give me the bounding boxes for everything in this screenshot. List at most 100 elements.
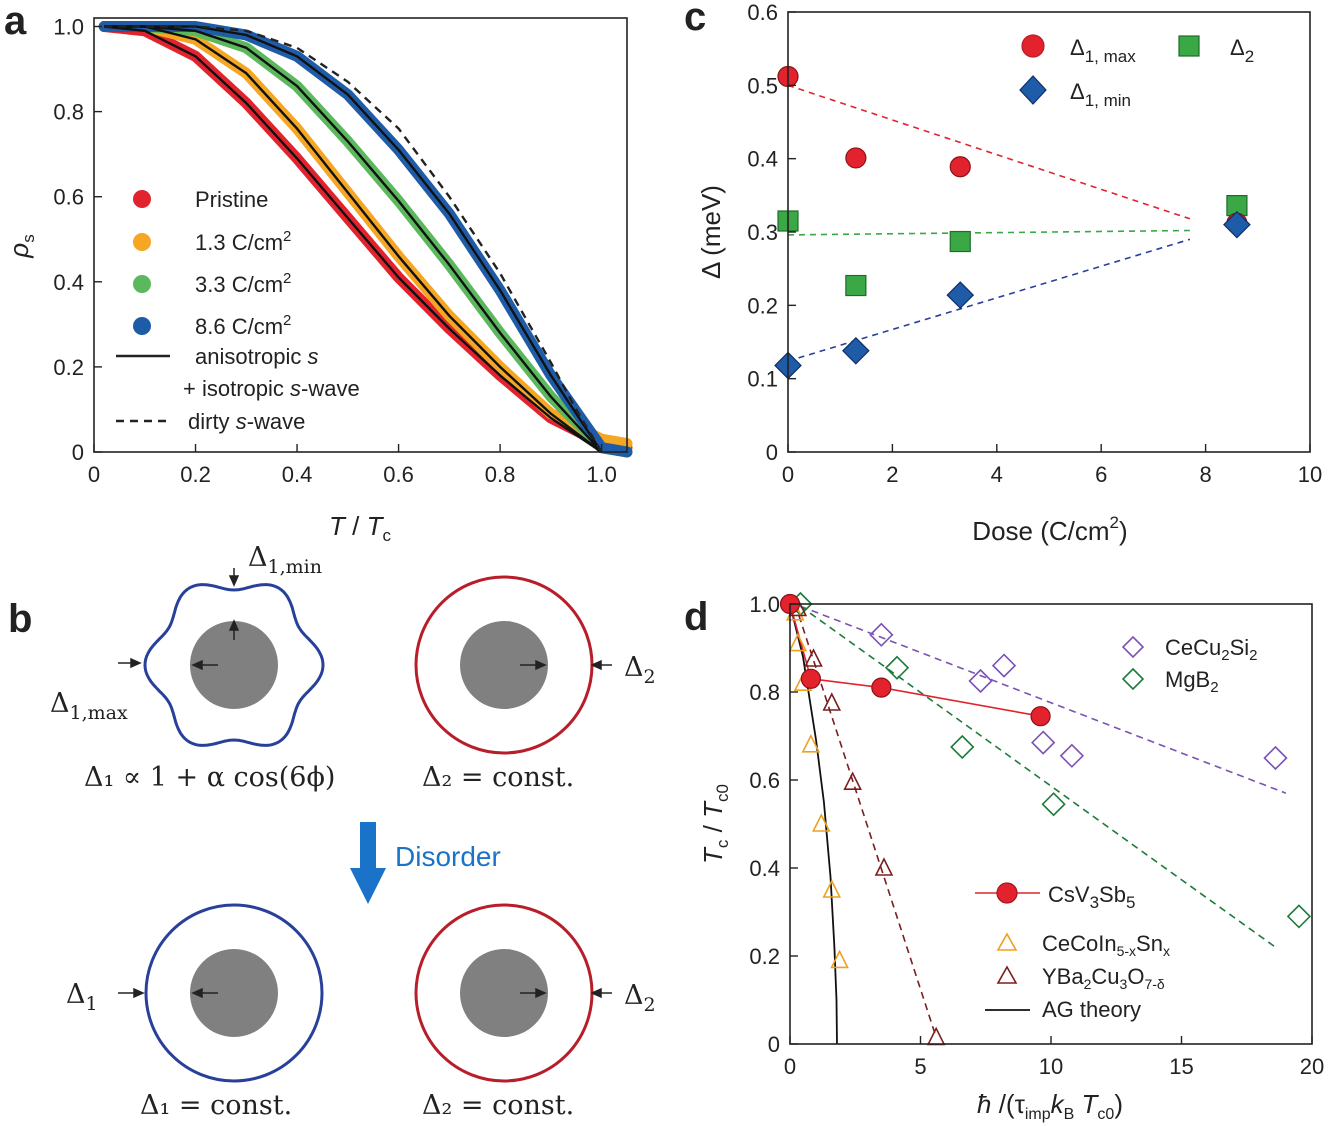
panel-a-ytick-label: 0 (72, 440, 84, 465)
marker-yba2cu3o7- (874, 857, 894, 876)
marker-yba2cu3o7- (926, 1026, 946, 1046)
legend-dirty-label: dirty s-wave (188, 409, 305, 434)
panel-a-ytick-label: 0.6 (53, 185, 84, 210)
panel-d-ytick-label: 0.6 (749, 768, 780, 793)
panel-c-chart: 0 2 4 6 8 10 0 0.1 0.2 0.3 0.4 0.5 0.6 Δ (meV) Dose… (696, 0, 1322, 546)
panel-label-b: b (8, 597, 32, 641)
marker-square (949, 230, 971, 253)
marker-diamond (946, 281, 975, 309)
panel-d-csv3sb5-line (789, 603, 1041, 717)
panel-d-xtick-label: 20 (1300, 1054, 1324, 1079)
arrows-bottom-left (118, 987, 218, 999)
panel-a-xtick-label: 1.0 (586, 462, 617, 487)
legend-mgb2-label: MgB2 (1165, 667, 1219, 696)
guide-line-2 (787, 238, 1191, 362)
panel-c-ytick-label: 0 (766, 440, 778, 465)
panel-c-ytick-label: 0.1 (747, 367, 778, 392)
panel-a-xtick-label: 0 (88, 462, 100, 487)
panel-c-y-ticks: 0 0.1 0.2 0.3 0.4 0.5 0.6 (747, 0, 796, 465)
legend-iso-label: + isotropic s-wave (183, 376, 360, 401)
marker-mgb2 (1286, 904, 1312, 929)
panel-a-xtick-label: 0.2 (180, 462, 211, 487)
marker-cecoin5-xsnx (812, 813, 831, 832)
arrows-bottom-right (520, 987, 612, 999)
legend-ybco-label: YBa2Cu3O7-δ (1042, 964, 1165, 992)
fermi-surface-top-right (460, 621, 548, 709)
fermi-surface-top-left (190, 621, 278, 709)
legend-d2-label: Δ2 (1230, 35, 1254, 66)
legend-1p3-marker (133, 233, 151, 251)
fit-curve-1 (104, 25, 603, 453)
panel-d-ytick-label: 0.8 (749, 680, 780, 705)
legend-mgb2-marker (1121, 667, 1145, 691)
panel-a-chart: 0 0.2 0.4 0.6 0.8 1.0 0 0.2 0.4 0.6 0.8 1.0 ρs T /… (4, 15, 633, 545)
panel-a-xtick-label: 0.8 (485, 462, 516, 487)
guide-line-2 (794, 603, 937, 1038)
label-delta2-bottom: Δ2 (624, 980, 656, 1016)
panel-c-xtick-label: 2 (886, 462, 898, 487)
marker-yba2cu3o7- (804, 648, 823, 667)
panel-c-xtick-label: 8 (1199, 462, 1211, 487)
panel-d-chart: 0 5 10 15 20 0 0.2 0.4 0.6 0.8 1.0 Tc / Tc0 ħ /(τ… (698, 591, 1324, 1123)
panel-c-x-label: Dose (C/cm2) (972, 513, 1127, 546)
marker-yba2cu3o7- (822, 692, 842, 711)
panel-label-c: c (684, 0, 706, 39)
marker-mgb2 (950, 734, 975, 760)
panel-c-xtick-label: 4 (991, 462, 1003, 487)
panel-c-ytick-label: 0.3 (747, 220, 778, 245)
panel-d-xtick-label: 5 (914, 1054, 926, 1079)
marker-cecoin5-xsnx (801, 734, 821, 753)
guide-line-1 (787, 229, 1190, 236)
legend-cecoin-marker (996, 932, 1018, 951)
legend-ybco-marker (996, 965, 1018, 984)
marker-cecu2si2 (1059, 743, 1085, 768)
panel-d-markers (779, 591, 1312, 1046)
legend-8p6-marker (133, 317, 151, 335)
marker-square (845, 274, 867, 297)
marker-mgb2 (1041, 792, 1066, 817)
arrows-top-right (520, 659, 612, 671)
panel-label-a: a (4, 0, 27, 43)
panel-c-ytick-label: 0.2 (747, 293, 778, 318)
panel-a-xtick-label: 0.4 (282, 462, 313, 487)
panel-a-x-label: T / Tc (329, 511, 391, 545)
panel-b-schematic: Δ1,min Δ1,max Δ₁ ∝ 1 + α cos(6ϕ) Δ2 Δ₂ =… (50, 542, 656, 1121)
panel-d-xtick-label: 15 (1169, 1054, 1193, 1079)
marker-cecu2si2 (991, 653, 1017, 678)
panel-d-y-label: Tc / Tc0 (698, 784, 732, 864)
marker-mgb2 (884, 655, 910, 680)
panel-d-x-label: ħ /(τimpkB Tc0) (977, 1089, 1123, 1123)
panel-a-x-ticks: 0 0.2 0.4 0.6 0.8 1.0 (88, 444, 617, 487)
panel-a-y-label: ρs (4, 234, 38, 258)
fermi-surface-bottom-left (190, 949, 278, 1037)
arrows-top-left (118, 568, 240, 671)
legend-3p3-label: 3.3 C/cm2 (195, 270, 291, 297)
marker-cecoin5-xsnx (788, 632, 808, 652)
legend-pristine-label: Pristine (195, 187, 268, 212)
panel-c-ytick-label: 0.6 (747, 0, 778, 25)
marker-csv3sb5 (871, 677, 892, 698)
panel-a-frame (93, 17, 628, 453)
label-delta1-max: Δ1,max (50, 688, 128, 724)
legend-ag-label: AG theory (1042, 997, 1141, 1022)
panel-d-guide-lines (794, 603, 1287, 1038)
legend-d1max-marker (1021, 34, 1045, 58)
legend-d1max-label: Δ1, max (1070, 35, 1136, 66)
formula-top-left: Δ₁ ∝ 1 + α cos(6ϕ) (84, 762, 335, 793)
formula-bottom-left: Δ₁ = const. (140, 1090, 292, 1121)
panel-c-xtick-label: 10 (1298, 462, 1322, 487)
panel-d-ytick-label: 1.0 (749, 592, 780, 617)
marker-cecu2si2 (869, 622, 894, 647)
panel-c-xtick-label: 0 (782, 462, 794, 487)
isotropic-gap-bottom-left (144, 903, 324, 1083)
marker-cecu2si2 (1263, 745, 1288, 771)
marker-csv3sb5 (1030, 706, 1051, 727)
legend-cecoin-label: CeCoIn5-xSnx (1042, 931, 1170, 959)
disorder-arrow-icon (350, 822, 386, 904)
legend-cecu2si2-label: CeCu2Si2 (1165, 635, 1258, 664)
fit-curve-0 (104, 25, 603, 453)
marker-circle (949, 156, 971, 178)
legend-csv3sb5-marker (996, 882, 1018, 904)
fermi-surface-bottom-right (460, 949, 548, 1037)
